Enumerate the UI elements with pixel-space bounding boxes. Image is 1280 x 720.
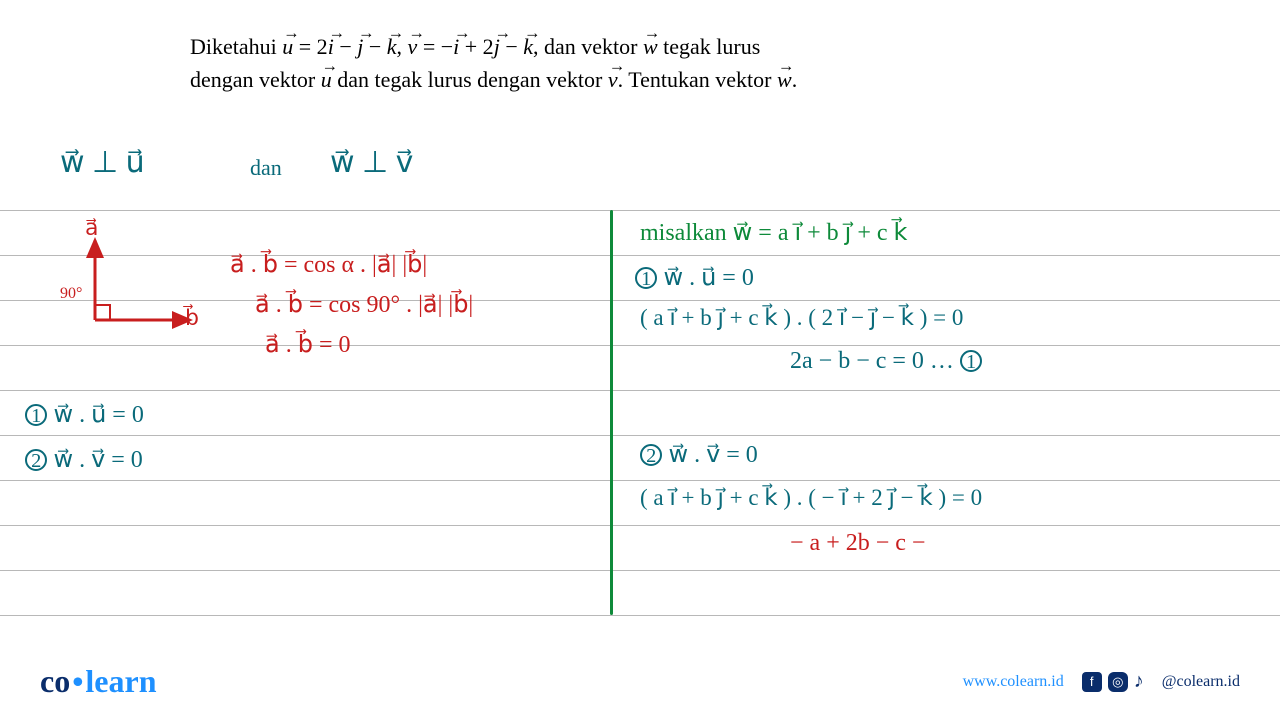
- text: dan tegak lurus dengan vektor: [332, 67, 608, 92]
- r1-result-text: 2a − b − c = 0 …: [790, 348, 954, 374]
- work-perp-v: w⃗ ⊥ v⃗: [330, 145, 413, 180]
- work-perp-u: w⃗ ⊥ u⃗: [60, 145, 145, 180]
- text: tegak lurus: [658, 34, 761, 59]
- cond-1: 1 w⃗ . u⃗ = 0: [25, 400, 144, 429]
- social-block: www.colearn.id f ◎ ♪ @colearn.id: [963, 670, 1240, 693]
- num-1-icon: 1: [635, 267, 657, 289]
- instagram-icon: ◎: [1108, 672, 1128, 692]
- problem-statement: Diketahui u = 2i − j − k, v = −i + 2j − …: [190, 30, 1070, 96]
- dot-line-3: a⃗ . b⃗ = 0: [265, 330, 350, 359]
- num-2-icon: 2: [640, 444, 662, 466]
- cond-1-text: w⃗ . u⃗ = 0: [53, 402, 143, 428]
- logo-dot: •: [72, 663, 83, 699]
- tiktok-icon: ♪: [1134, 670, 1144, 693]
- r1-result: 2a − b − c = 0 … 1: [790, 348, 982, 375]
- facebook-icon: f: [1082, 672, 1102, 692]
- vec-u: u: [282, 30, 293, 63]
- r2-result: − a + 2b − c −: [790, 530, 925, 557]
- vec-j: j: [357, 30, 363, 63]
- dot-line-2: a⃗ . b⃗ = cos 90° . |a⃗| |b⃗|: [255, 290, 473, 319]
- vec-k: k: [523, 30, 533, 63]
- dot-line-1: a⃗ . b⃗ = cos α . |a⃗| |b⃗|: [230, 250, 427, 279]
- text: . Tentukan vektor: [618, 67, 777, 92]
- logo-learn: learn: [85, 663, 156, 699]
- vec-j: j: [494, 30, 500, 63]
- text: dengan vektor: [190, 67, 321, 92]
- colearn-logo: co•learn: [40, 663, 157, 700]
- footer-handle: @colearn.id: [1162, 673, 1240, 691]
- r1-expand: ( a i⃗ + b j⃗ + c k⃗ ) . ( 2 i⃗ − j⃗ − k…: [640, 305, 963, 331]
- logo-co: co: [40, 663, 70, 699]
- num-2-icon: 2: [25, 449, 47, 471]
- diagram-label-b: b⃗: [185, 305, 199, 331]
- vec-w: w: [777, 63, 792, 96]
- r2-expand: ( a i⃗ + b j⃗ + c k⃗ ) . ( − i⃗ + 2 j⃗ −…: [640, 485, 982, 511]
- misalkan-line: misalkan w⃗ = a i⃗ + b j⃗ + c k⃗: [640, 218, 907, 247]
- vec-w: w: [643, 30, 658, 63]
- text: Diketahui: [190, 34, 282, 59]
- diagram-angle: 90°: [60, 285, 82, 303]
- r2-head: 2 w⃗ . v⃗ = 0: [640, 440, 758, 469]
- problem-line-2: dengan vektor u dan tegak lurus dengan v…: [190, 63, 1070, 96]
- footer-url: www.colearn.id: [963, 673, 1064, 691]
- vec-v: v: [408, 30, 418, 63]
- vec-k: k: [387, 30, 397, 63]
- work-dan: dan: [250, 155, 282, 181]
- cond-2-text: w⃗ . v⃗ = 0: [53, 447, 142, 473]
- cond-2: 2 w⃗ . v⃗ = 0: [25, 445, 143, 474]
- num-1-icon: 1: [960, 350, 982, 372]
- diagram-label-a: a⃗: [85, 215, 98, 241]
- text: , dan vektor: [533, 34, 643, 59]
- num-1-icon: 1: [25, 404, 47, 426]
- vertical-divider: [610, 210, 613, 615]
- r1-head-text: w⃗ . u⃗ = 0: [663, 265, 753, 291]
- vec-u: u: [321, 63, 332, 96]
- social-icons: f ◎ ♪: [1082, 670, 1144, 693]
- vec-v: v: [608, 63, 618, 96]
- r1-head: 1 w⃗ . u⃗ = 0: [635, 263, 754, 292]
- footer: co•learn www.colearn.id f ◎ ♪ @colearn.i…: [40, 663, 1240, 700]
- r2-head-text: w⃗ . v⃗ = 0: [668, 442, 757, 468]
- vec-i: i: [453, 30, 459, 63]
